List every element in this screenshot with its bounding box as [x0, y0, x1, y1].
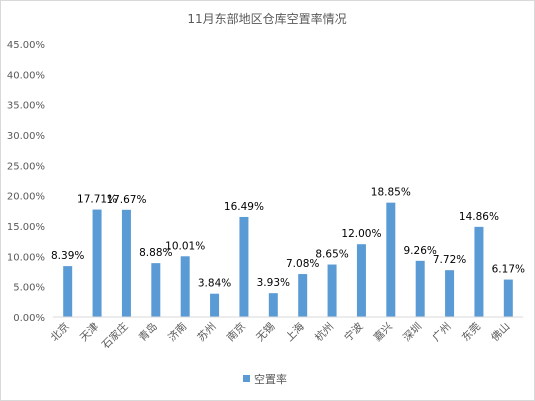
x-tick-label: 深圳 [401, 321, 424, 344]
data-label: 8.65% [315, 249, 348, 261]
y-tick-label: 15.00% [7, 222, 45, 233]
x-tick-label: 嘉兴 [371, 320, 395, 344]
bar [386, 202, 396, 317]
bar [268, 293, 278, 317]
bar [151, 263, 161, 317]
legend-swatch [243, 375, 250, 382]
bar [180, 256, 190, 317]
x-tick-label: 杭州 [312, 320, 336, 344]
x-tick-label: 石家庄 [99, 320, 130, 351]
y-tick-label: 0.00% [13, 313, 45, 324]
x-tick-label: 南京 [224, 320, 248, 344]
data-label: 7.72% [433, 254, 466, 266]
y-tick-label: 45.00% [7, 40, 45, 51]
data-label: 8.39% [51, 250, 84, 262]
bar [298, 274, 308, 317]
data-label: 16.49% [224, 201, 264, 213]
x-tick-label: 苏州 [195, 320, 219, 344]
data-label: 12.00% [341, 228, 381, 240]
x-tick-label: 青岛 [136, 320, 160, 344]
y-tick-label: 5.00% [13, 283, 45, 294]
data-label: 14.86% [459, 211, 499, 223]
bar [210, 293, 220, 317]
data-label: 9.26% [404, 245, 437, 257]
bar [63, 266, 73, 317]
data-label: 17.71% [77, 194, 117, 206]
bar [92, 209, 102, 317]
data-label: 3.93% [257, 277, 290, 289]
x-tick-label: 广州 [430, 321, 453, 344]
y-tick-label: 10.00% [7, 252, 45, 263]
x-tick-label: 东莞 [459, 320, 483, 344]
x-tick-label: 天津 [78, 320, 102, 344]
x-tick-label: 济南 [165, 320, 189, 344]
bar [415, 260, 425, 317]
data-label: 8.88% [139, 247, 172, 259]
y-tick-label: 25.00% [7, 161, 45, 172]
data-label: 6.17% [492, 264, 525, 276]
data-label: 17.67% [106, 194, 146, 206]
data-label: 10.01% [165, 240, 205, 252]
y-tick-label: 40.00% [7, 70, 45, 81]
y-tick-label: 30.00% [7, 131, 45, 142]
y-axis: 0.00% 5.00% 10.00% 15.00% 20.00% 25.00% 30.00%… [7, 40, 45, 324]
y-tick-label: 20.00% [7, 192, 45, 203]
bar [474, 226, 484, 317]
chart-title: 11月东部地区仓库空置率情况 [187, 11, 346, 26]
data-labels-group: 8.39% 17.71%17.67% 8.88%10.01% 3.84% 16.49% 3… [51, 187, 525, 290]
legend: 空置率 [243, 372, 287, 386]
y-tick-label: 35.00% [7, 101, 45, 112]
x-tick-label: 无锡 [253, 320, 277, 344]
bar [503, 279, 513, 317]
bars-group [63, 202, 513, 317]
bar [445, 270, 455, 317]
data-label: 18.85% [371, 187, 411, 199]
bar [327, 264, 337, 317]
x-tick-label: 上海 [283, 320, 307, 344]
bar [239, 216, 249, 317]
bar [121, 209, 131, 317]
data-label: 3.84% [198, 278, 231, 290]
data-label: 7.08% [286, 258, 319, 270]
x-tick-label: 佛山 [488, 320, 512, 344]
legend-label: 空置率 [254, 372, 287, 386]
x-tick-label: 北京 [48, 320, 72, 344]
x-tick-label: 宁波 [342, 320, 366, 344]
bar [356, 244, 366, 317]
